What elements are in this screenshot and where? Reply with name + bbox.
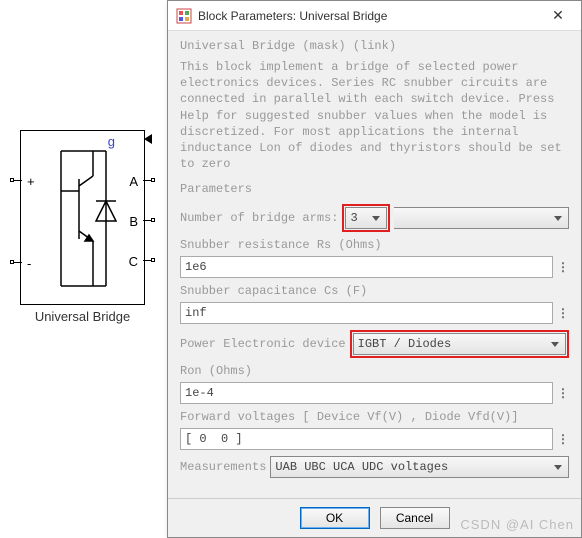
block-description: This block implement a bridge of selecte… xyxy=(180,59,569,172)
ron-label: Ron (Ohms) xyxy=(180,364,569,378)
dialog-content: Universal Bridge (mask) (link) This bloc… xyxy=(168,31,581,492)
bridge-schematic-icon xyxy=(21,131,146,306)
port-sq xyxy=(151,178,155,182)
cancel-button[interactable]: Cancel xyxy=(380,507,450,529)
block-box[interactable]: g + - A B C xyxy=(20,130,145,305)
block-name-label: Universal Bridge xyxy=(0,309,165,324)
cs-more-button[interactable]: ⋮ xyxy=(557,306,569,321)
device-label: Power Electronic device xyxy=(180,337,346,351)
port-sq xyxy=(10,260,14,264)
rs-input[interactable] xyxy=(180,256,553,278)
button-row: OK Cancel xyxy=(168,498,581,537)
port-sq xyxy=(151,258,155,262)
cs-label: Snubber capacitance Cs (F) xyxy=(180,284,569,298)
measurements-label: Measurements xyxy=(180,460,266,474)
simulink-block: g + - A B C xyxy=(0,130,165,324)
port-sq xyxy=(151,218,155,222)
num-arms-value: 3 xyxy=(350,211,357,225)
dialog-title: Block Parameters: Universal Bridge xyxy=(198,9,543,23)
vf-input[interactable] xyxy=(180,428,553,450)
vf-label: Forward voltages [ Device Vf(V) , Diode … xyxy=(180,410,569,424)
num-arms-label: Number of bridge arms: xyxy=(180,211,338,225)
highlight-device: IGBT / Diodes xyxy=(350,330,569,358)
row-device: Power Electronic device IGBT / Diodes xyxy=(180,330,569,358)
mask-link-line: Universal Bridge (mask) (link) xyxy=(180,39,569,53)
app-icon xyxy=(176,8,192,24)
measurements-value: UAB UBC UCA UDC voltages xyxy=(275,460,448,474)
vf-more-button[interactable]: ⋮ xyxy=(557,432,569,447)
device-select[interactable]: IGBT / Diodes xyxy=(353,333,566,355)
row-num-arms: Number of bridge arms: 3 xyxy=(180,204,569,232)
rs-label: Snubber resistance Rs (Ohms) xyxy=(180,238,569,252)
parameters-header: Parameters xyxy=(180,182,569,196)
device-value: IGBT / Diodes xyxy=(358,337,452,351)
block-parameters-dialog: Block Parameters: Universal Bridge ✕ Uni… xyxy=(167,0,582,538)
highlight-num-arms: 3 xyxy=(342,204,390,232)
titlebar[interactable]: Block Parameters: Universal Bridge ✕ xyxy=(168,1,581,31)
ron-more-button[interactable]: ⋮ xyxy=(557,386,569,401)
ron-input[interactable] xyxy=(180,382,553,404)
num-arms-select[interactable]: 3 xyxy=(345,207,387,229)
cs-input[interactable] xyxy=(180,302,553,324)
ok-button[interactable]: OK xyxy=(300,507,370,529)
row-measurements: Measurements UAB UBC UCA UDC voltages xyxy=(180,456,569,478)
close-button[interactable]: ✕ xyxy=(543,7,573,24)
num-arms-select-ext[interactable] xyxy=(394,207,569,229)
port-sq xyxy=(10,178,14,182)
measurements-select[interactable]: UAB UBC UCA UDC voltages xyxy=(270,456,569,478)
rs-more-button[interactable]: ⋮ xyxy=(557,260,569,275)
